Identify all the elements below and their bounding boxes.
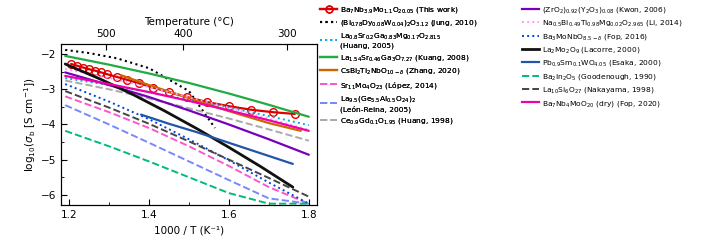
Legend: (ZrO$_2$)$_{0.92}$(Y$_2$O$_3$)$_{0.08}$ (Kwon, 2006), Na$_{0.5}$Bi$_{0.49}$Ti$_{: (ZrO$_2$)$_{0.92}$(Y$_2$O$_3$)$_{0.08}$ … [522, 5, 683, 109]
X-axis label: 1000 / T (K⁻¹): 1000 / T (K⁻¹) [154, 226, 224, 236]
Legend: Ba$_7$Nb$_{3.9}$Mo$_{1.1}$O$_{20.05}$ (This work), (Bi$_{0.78}$Dy$_{0.08}$W$_{0.: Ba$_7$Nb$_{3.9}$Mo$_{1.1}$O$_{20.05}$ (T… [320, 5, 477, 126]
Y-axis label: log$_{10}$($\sigma_{\rm b}$ [S cm$^{-1}$]): log$_{10}$($\sigma_{\rm b}$ [S cm$^{-1}$… [22, 77, 38, 172]
X-axis label: Temperature (°C): Temperature (°C) [144, 16, 234, 27]
